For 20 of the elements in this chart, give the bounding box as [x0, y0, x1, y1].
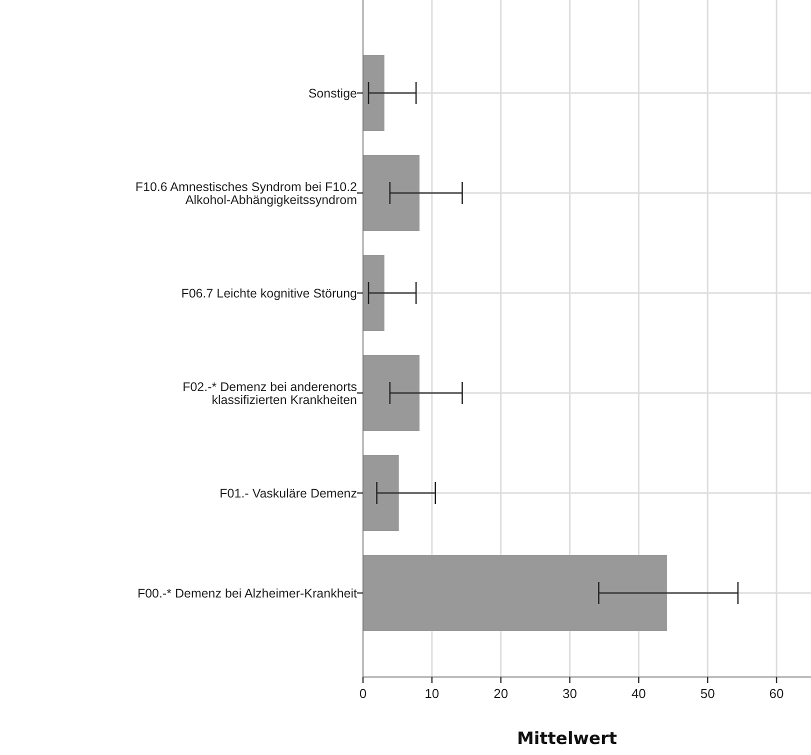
x-tick-label: 50: [700, 686, 715, 701]
y-tick-label: F01.- Vaskuläre Demenz: [220, 486, 357, 500]
bar: [363, 355, 420, 431]
y-tick-label: Sonstige: [308, 86, 358, 100]
x-tick-label: 40: [631, 686, 646, 701]
bar: [363, 555, 667, 631]
bar: [363, 155, 420, 231]
x-tick-label: 20: [494, 686, 508, 701]
x-tick-label: 30: [562, 686, 578, 701]
x-tick-label: 0: [359, 686, 367, 701]
x-tick-label: 60: [769, 686, 784, 701]
bar: [363, 55, 384, 131]
bar: [363, 255, 384, 331]
x-axis-title: Mittelwert: [516, 729, 618, 749]
y-tick-label: F00.-* Demenz bei Alzheimer-Krankheit: [137, 586, 358, 600]
y-tick-label: F10.6 Amnestisches Syndrom bei F10.2 Alkohol-Abhängigkeitssyndrom: [135, 180, 358, 207]
y-tick-label: F06.7 Leichte kognitive Störung: [181, 286, 358, 300]
x-tick-label: 10: [424, 686, 440, 701]
y-tick-label: F02.-* Demenz bei anderenorts klassifizierten Krankheiten: [182, 380, 358, 407]
bar: [363, 455, 399, 531]
